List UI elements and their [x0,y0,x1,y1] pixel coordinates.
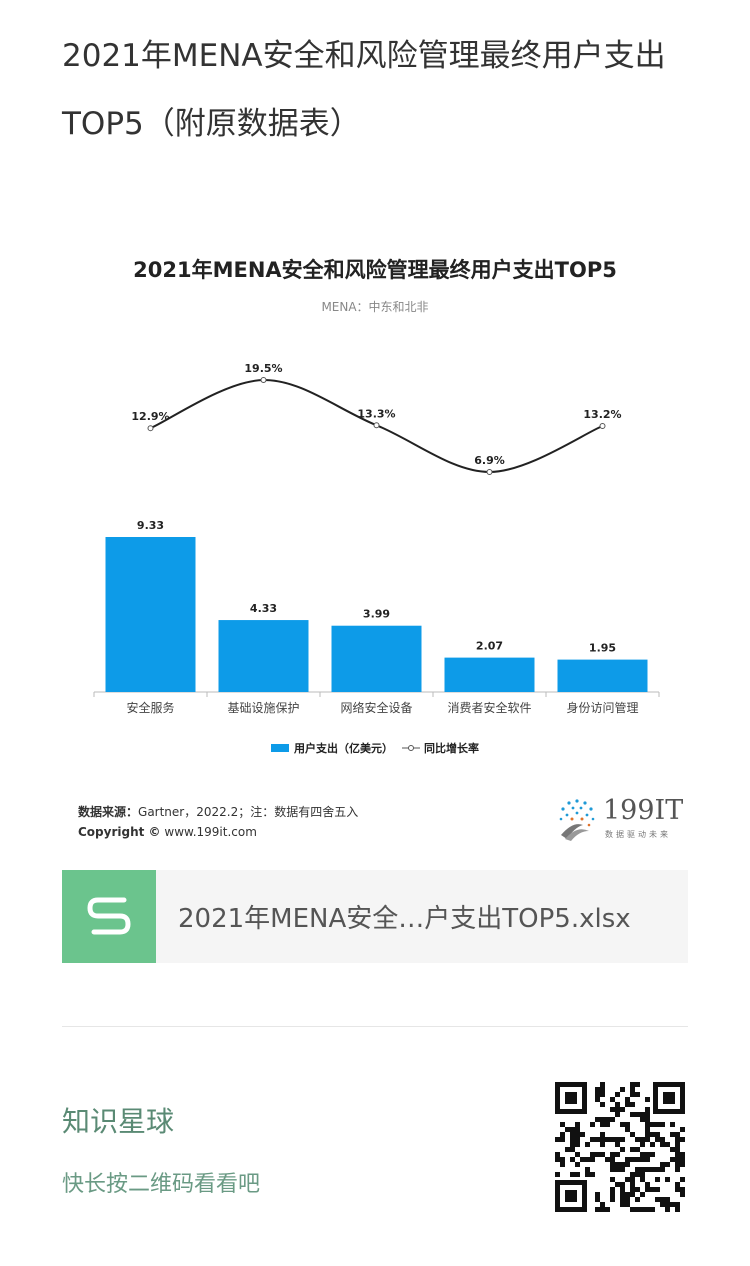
bar-value-label: 4.33 [250,602,277,615]
source-note: 数据来源：Gartner，2022.2；注：数据有四舍五入 Copyright … [78,802,358,842]
growth-rate-point [260,377,267,383]
source-label: 数据来源： [78,805,139,819]
legend-line-marker [408,745,414,751]
bar [218,620,309,692]
spreadsheet-icon [62,870,156,963]
x-tick-label: 网络安全设备 [340,700,412,715]
chart-subtitle: MENA：中东和北非 [321,300,429,314]
legend-bar-label: 用户支出（亿美元） [294,741,393,755]
attachment-card[interactable]: 2021年MENA安全…户支出TOP5.xlsx [62,870,688,963]
dandelion-logo-icon [559,799,595,841]
chart-card: 9.33 安全服务 4.33 基础设施保护 3.99 网络安全设备 2.07 消费者安全软件 1… [0,230,750,850]
logo-name: 199IT [603,795,684,826]
bar [105,537,196,692]
promo-title: 知识星球 [62,1105,175,1138]
bar [557,659,648,692]
growth-rate-label: 12.9% [131,410,169,423]
attachment-file-name[interactable]: 2021年MENA安全…户支出TOP5.xlsx [178,904,631,934]
x-tick-label: 安全服务 [126,700,174,715]
growth-rate-label: 13.3% [357,407,395,420]
growth-rate-point [599,423,606,429]
legend-line-label: 同比增长率 [424,741,479,755]
copyright-label: Copyright © [78,825,161,839]
growth-rate-point [486,469,493,475]
logo-tagline: 数据驱动未来 [605,830,671,839]
x-tick-label: 身份访问管理 [566,700,638,715]
chart-title: 2021年MENA安全和风险管理最终用户支出TOP5 [133,258,617,282]
bar-value-label: 1.95 [589,642,616,655]
x-tick-label: 消费者安全软件 [447,700,531,715]
bar-value-label: 3.99 [363,608,390,621]
x-tick-label: 基础设施保护 [227,701,299,715]
bar-value-label: 2.07 [476,640,503,653]
growth-rate-point [373,422,380,429]
growth-rate-point [147,425,154,432]
chart-canvas: 9.33 安全服务 4.33 基础设施保护 3.99 网络安全设备 2.07 消费者安全软件 1… [93,362,660,755]
copyright-url[interactable]: www.199it.com [164,825,257,839]
divider [62,1026,688,1027]
growth-rate-label: 13.2% [583,408,621,421]
legend-bar-swatch [271,744,289,752]
promo-subtitle: 快长按二维码看看吧 [62,1172,261,1197]
bar [444,657,535,692]
bar-value-label: 9.33 [137,519,164,532]
bar [331,625,422,692]
source-text: Gartner，2022.2；注：数据有四舍五入 [138,805,359,819]
page-title: 2021年MENA安全和风险管理最终用户支出TOP5（附原数据表） [62,38,666,142]
qr-code-icon[interactable] [553,1080,687,1214]
growth-rate-label: 19.5% [244,362,282,375]
growth-rate-label: 6.9% [474,454,505,467]
brand-logo: 199IT 数据驱动未来 [553,795,683,843]
